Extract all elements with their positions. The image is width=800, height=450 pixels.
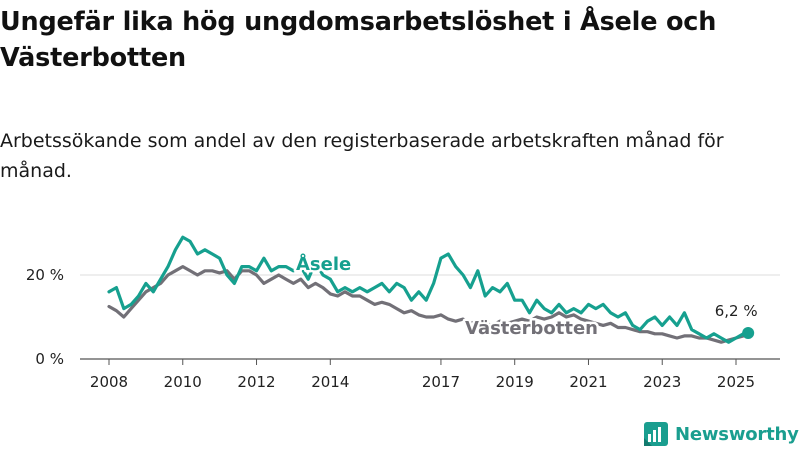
x-tick-label: 2014	[311, 373, 349, 391]
x-tick-label: 2008	[90, 373, 128, 391]
y-tick-label: 0 %	[35, 350, 64, 368]
series-lines	[107, 235, 755, 344]
series-line-vasterbotten	[107, 265, 750, 344]
x-tick-label: 2021	[569, 373, 607, 391]
x-axis: 2008 2010 2012 2014 2017 2019 2021 2023 2025	[90, 359, 755, 391]
last-value-label: 6,2 %	[715, 302, 758, 320]
newsworthy-logo-text: Newsworthy	[675, 423, 799, 445]
x-tick-label: 2012	[237, 373, 275, 391]
x-tick-label: 2017	[422, 373, 460, 391]
x-tick-label: 2019	[496, 373, 534, 391]
newsworthy-logo-icon	[644, 422, 668, 446]
y-tick-label: 20 %	[26, 266, 64, 284]
series-label-vasterbotten: Västerbotten	[465, 318, 598, 339]
x-tick-label: 2025	[717, 373, 755, 391]
series-line-asele	[107, 235, 750, 344]
chart-title: Ungefär lika hög ungdomsarbetslöshet i Å…	[0, 7, 717, 73]
last-point-marker	[742, 326, 755, 339]
x-tick-label: 2010	[164, 373, 202, 391]
newsworthy-logo: Newsworthy	[644, 421, 799, 447]
series-label-asele: Åsele	[296, 252, 351, 275]
series-labels: 6,2 % Åsele Västerbotten	[294, 250, 758, 342]
chart-subtitle: Arbetssökande som andel av den registerb…	[0, 130, 724, 182]
x-tick-label: 2023	[643, 373, 681, 391]
y-axis: 0 % 20 %	[26, 266, 64, 368]
